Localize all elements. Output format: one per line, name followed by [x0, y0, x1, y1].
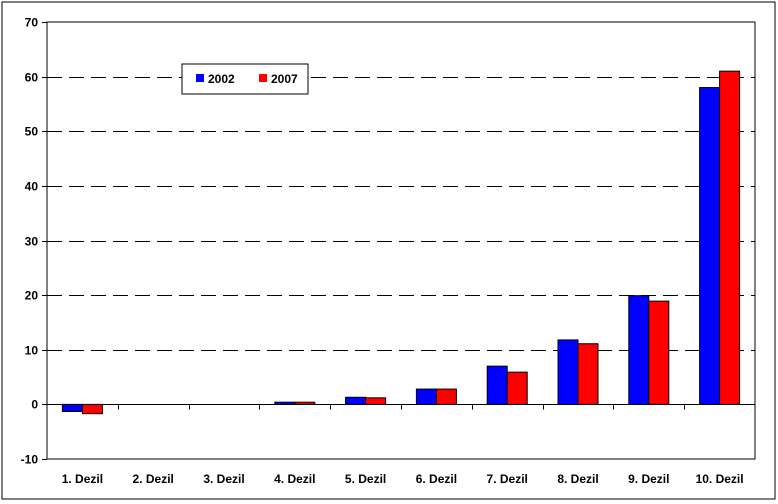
grid-lines: [46, 21, 756, 460]
y-axis: -10 0 10 20 30 40 50 60 70: [21, 16, 47, 467]
y-tick-label: 40: [25, 180, 39, 194]
legend-swatch-2007: [259, 74, 267, 82]
x-tick-label: 6. Dezil: [416, 472, 457, 486]
x-tick-label: 3. Dezil: [203, 472, 244, 486]
bar-2002-8: [557, 339, 579, 405]
legend-label-2002: 2002: [208, 72, 235, 86]
bar-2002-10: [699, 87, 721, 405]
bar-2007-8: [577, 343, 599, 405]
legend: 2002 2007: [181, 63, 309, 95]
bar-2002-7: [486, 365, 508, 405]
y-tick-label: 30: [25, 235, 39, 249]
legend-swatch-2002: [196, 74, 204, 82]
x-tick-label: 4. Dezil: [274, 472, 315, 486]
x-tick-label: 10. Dezil: [696, 472, 744, 486]
bar-2002-5: [345, 396, 367, 405]
y-tick-label: 50: [25, 125, 39, 139]
y-tick-label: -10: [21, 453, 39, 467]
x-tick-label: 2. Dezil: [133, 472, 174, 486]
x-tick-label: 9. Dezil: [628, 472, 669, 486]
bar-2007-6: [435, 388, 457, 405]
bar-marks: [61, 70, 741, 415]
y-tick-label: 0: [31, 398, 38, 412]
y-tick-label: 20: [25, 289, 39, 303]
plot-area: [46, 21, 756, 460]
x-tick-label: 1. Dezil: [62, 472, 103, 486]
bar-2002-1: [61, 403, 83, 412]
bar-2007-7: [506, 371, 528, 405]
bar-2007-9: [648, 300, 670, 405]
x-tick-label: 7. Dezil: [487, 472, 528, 486]
bar-2007-1: [81, 403, 103, 415]
legend-label-2007: 2007: [271, 72, 298, 86]
y-tick-label: 70: [25, 16, 39, 30]
bar-2002-9: [628, 295, 650, 405]
bar-2007-10: [719, 70, 741, 405]
x-axis: 1. Dezil 2. Dezil 3. Dezil 4. Dezil 5. Dezil…: [47, 404, 755, 486]
y-tick-label: 10: [25, 344, 39, 358]
y-tick-label: 60: [25, 71, 39, 85]
x-tick-label: 8. Dezil: [557, 472, 598, 486]
bar-2007-5: [365, 397, 387, 405]
bar-2002-6: [415, 388, 437, 405]
x-tick-label: 5. Dezil: [345, 472, 386, 486]
